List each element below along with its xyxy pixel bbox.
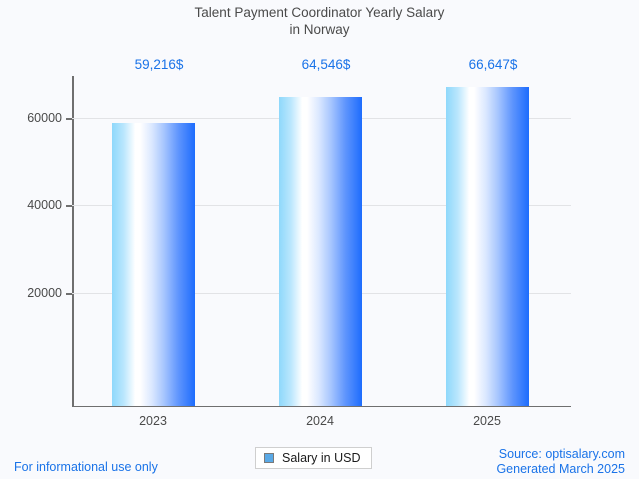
source-line: Source: optisalary.com (498, 447, 625, 461)
bar-2023[interactable] (112, 123, 195, 406)
y-tick-mark-60000 (66, 118, 72, 120)
plot-area (66, 76, 571, 406)
legend-item-label: Salary in USD (282, 451, 361, 465)
y-axis-tick-labels: 60000 40000 20000 (0, 76, 62, 406)
x-tick-label-2025: 2025 (473, 414, 501, 428)
chart-legend[interactable]: Salary in USD (255, 447, 372, 469)
source-attribution: Source: optisalary.com Generated March 2… (496, 447, 625, 477)
y-tick-mark-40000 (66, 205, 72, 207)
x-tick-label-2024: 2024 (306, 414, 334, 428)
y-axis-line (72, 76, 74, 407)
bar-value-2025: 66,647$ (468, 57, 518, 72)
bar-value-2024: 64,546$ (301, 57, 351, 72)
y-tick-mark-20000 (66, 293, 72, 295)
bar-2024[interactable] (279, 97, 362, 406)
bar-value-2023: 59,216$ (134, 57, 184, 72)
disclaimer-text: For informational use only (14, 460, 158, 474)
x-axis-line (72, 405, 571, 407)
x-tick-label-2023: 2023 (139, 414, 167, 428)
bar-2025[interactable] (446, 87, 529, 406)
y-tick-label-40000: 40000 (27, 198, 62, 212)
y-tick-label-20000: 20000 (27, 286, 62, 300)
y-tick-label-60000: 60000 (27, 111, 62, 125)
chart-title: Talent Payment Coordinator Yearly Salary… (194, 5, 445, 37)
legend-swatch-icon (264, 453, 274, 463)
generated-line: Generated March 2025 (496, 462, 625, 476)
